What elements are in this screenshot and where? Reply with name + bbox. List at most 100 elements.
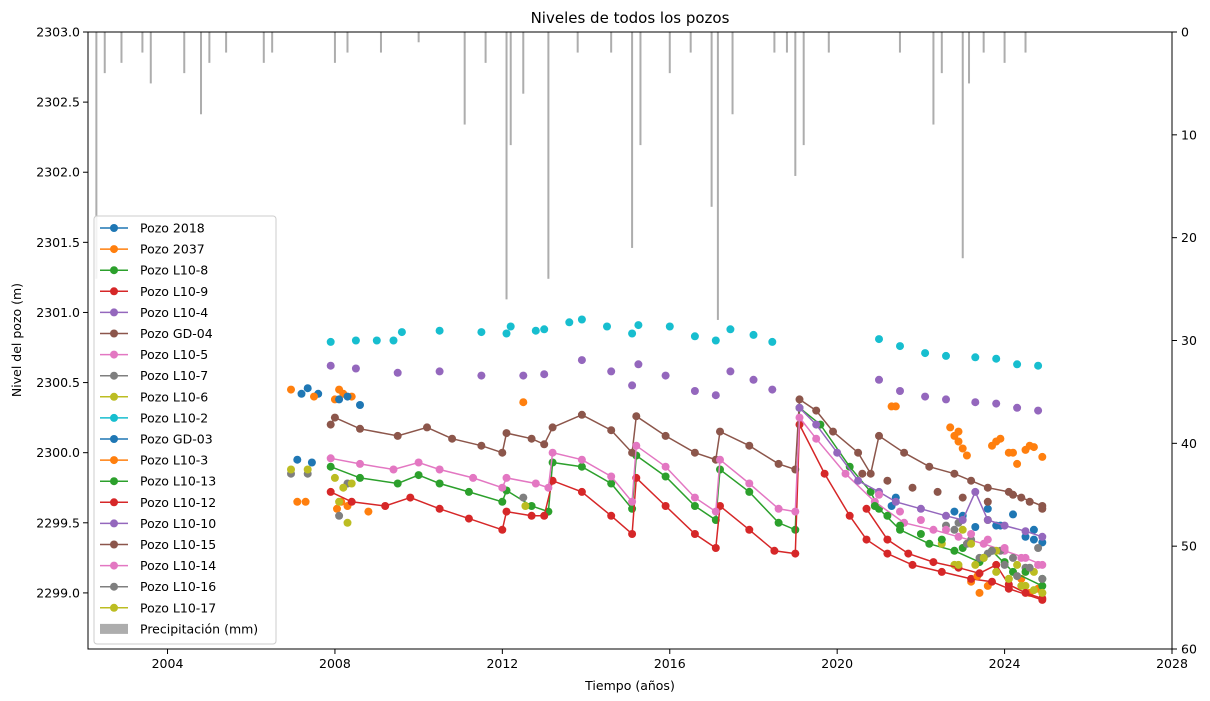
y2-tick-label: 50 xyxy=(1181,539,1197,554)
data-point xyxy=(330,473,339,482)
precip-bar xyxy=(710,32,713,207)
data-point xyxy=(607,472,616,481)
legend-label: Pozo L10-9 xyxy=(140,284,208,299)
data-point xyxy=(690,332,699,341)
data-point xyxy=(983,535,992,544)
data-point xyxy=(768,337,777,346)
data-point xyxy=(841,469,850,478)
data-point xyxy=(820,469,829,478)
legend-marker xyxy=(110,329,118,338)
precip-bar xyxy=(149,32,152,84)
data-point xyxy=(745,441,754,450)
data-point xyxy=(577,455,586,464)
data-point xyxy=(502,329,511,338)
data-point xyxy=(435,465,444,474)
data-point xyxy=(293,497,302,506)
precip-bar xyxy=(522,32,525,94)
data-point xyxy=(548,448,557,457)
data-point xyxy=(540,511,549,520)
x-tick-label: 2020 xyxy=(821,656,853,671)
data-point xyxy=(1038,581,1047,590)
legend-marker xyxy=(110,582,118,591)
data-point xyxy=(1013,560,1022,569)
legend-label: Precipitación (mm) xyxy=(140,621,258,636)
data-point xyxy=(883,535,892,544)
series-5 xyxy=(326,395,1047,510)
x-tick-label: 2024 xyxy=(989,656,1021,671)
data-point xyxy=(351,364,360,373)
data-point xyxy=(1017,581,1026,590)
data-point xyxy=(287,465,295,474)
y2-tick-label: 10 xyxy=(1181,127,1197,142)
data-point xyxy=(330,413,339,422)
legend-marker xyxy=(110,456,118,465)
data-point xyxy=(1000,521,1009,530)
data-point xyxy=(711,544,720,552)
data-point xyxy=(393,368,402,377)
data-point xyxy=(983,483,992,492)
data-point xyxy=(988,546,996,555)
legend-label: Pozo L10-14 xyxy=(140,558,216,573)
data-point xyxy=(364,507,373,516)
data-point xyxy=(628,497,637,506)
data-point xyxy=(921,392,930,401)
data-point xyxy=(875,431,883,440)
data-point xyxy=(726,325,735,334)
data-point xyxy=(393,431,402,440)
precip-bar xyxy=(668,32,671,74)
precip-bar xyxy=(484,32,487,63)
data-point xyxy=(389,336,398,345)
data-point xyxy=(774,504,783,513)
data-point xyxy=(661,502,670,510)
data-point xyxy=(768,385,777,394)
precip-bar xyxy=(141,32,144,53)
data-point xyxy=(875,375,883,384)
precip-bar xyxy=(262,32,265,63)
precip-bar xyxy=(982,32,985,53)
precip-bar xyxy=(1024,32,1027,53)
data-point xyxy=(795,413,804,422)
data-point xyxy=(326,420,335,429)
legend-label: Pozo L10-6 xyxy=(140,389,208,404)
data-point xyxy=(607,511,616,520)
data-point xyxy=(577,487,586,496)
data-point xyxy=(293,455,302,464)
data-point xyxy=(711,336,720,345)
precip-bar xyxy=(120,32,123,63)
data-point xyxy=(916,530,925,538)
legend-marker xyxy=(110,245,118,254)
data-point xyxy=(310,392,318,401)
precip-bar xyxy=(639,32,642,146)
precip-bar xyxy=(1003,32,1006,63)
series-layer xyxy=(287,315,1047,604)
data-point xyxy=(335,395,344,404)
data-point xyxy=(464,487,473,496)
precip-bar xyxy=(716,32,719,320)
data-point xyxy=(791,549,800,558)
data-point xyxy=(975,569,984,578)
y-tick-label: 2299.0 xyxy=(36,585,80,600)
data-point xyxy=(862,535,871,544)
data-point xyxy=(628,530,637,538)
data-point xyxy=(414,458,423,467)
data-point xyxy=(1034,361,1043,370)
data-point xyxy=(1038,588,1047,597)
data-point xyxy=(548,458,557,467)
precip-bar xyxy=(103,32,106,74)
data-point xyxy=(414,471,423,480)
data-point xyxy=(992,560,1001,569)
data-point xyxy=(1029,535,1038,544)
legend-label: Pozo GD-04 xyxy=(140,326,213,341)
precip-bar xyxy=(333,32,336,63)
data-point xyxy=(791,507,800,516)
data-point xyxy=(1004,574,1013,583)
legend-label: Pozo 2018 xyxy=(140,221,205,236)
data-point xyxy=(845,511,854,520)
y-tick-label: 2300.0 xyxy=(36,445,80,460)
data-point xyxy=(896,507,904,516)
data-point xyxy=(1013,403,1022,412)
data-point xyxy=(690,493,699,502)
data-point xyxy=(950,507,959,516)
data-point xyxy=(833,448,842,457)
series-line xyxy=(330,406,1043,587)
